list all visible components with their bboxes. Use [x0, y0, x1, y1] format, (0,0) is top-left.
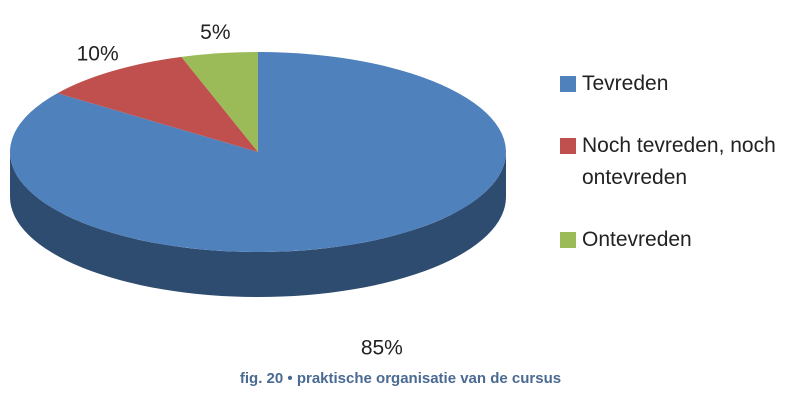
data-label: 85%	[361, 336, 403, 359]
data-label: 10%	[77, 42, 119, 65]
chart: 85% 10% 5%	[9, 21, 507, 359]
legend-item: Noch tevreden, noch ontevreden	[560, 130, 800, 194]
data-label: 5%	[200, 21, 230, 44]
legend-swatch	[560, 76, 576, 92]
pie-slice	[181, 52, 258, 152]
legend: Tevreden Noch tevreden, noch ontevreden On…	[560, 68, 800, 286]
legend-item: Tevreden	[560, 68, 800, 100]
pie-side	[10, 152, 506, 297]
legend-label: Noch tevreden, noch ontevreden	[582, 134, 776, 189]
caption: fig. 20 • praktische organisatie van de …	[239, 370, 562, 387]
legend-swatch	[560, 232, 576, 248]
legend-swatch	[560, 138, 576, 154]
legend-item: Ontevreden	[560, 224, 800, 256]
pie-slice	[57, 56, 258, 152]
legend-label: Ontevreden	[582, 228, 692, 251]
legend-label: Tevreden	[582, 72, 669, 95]
